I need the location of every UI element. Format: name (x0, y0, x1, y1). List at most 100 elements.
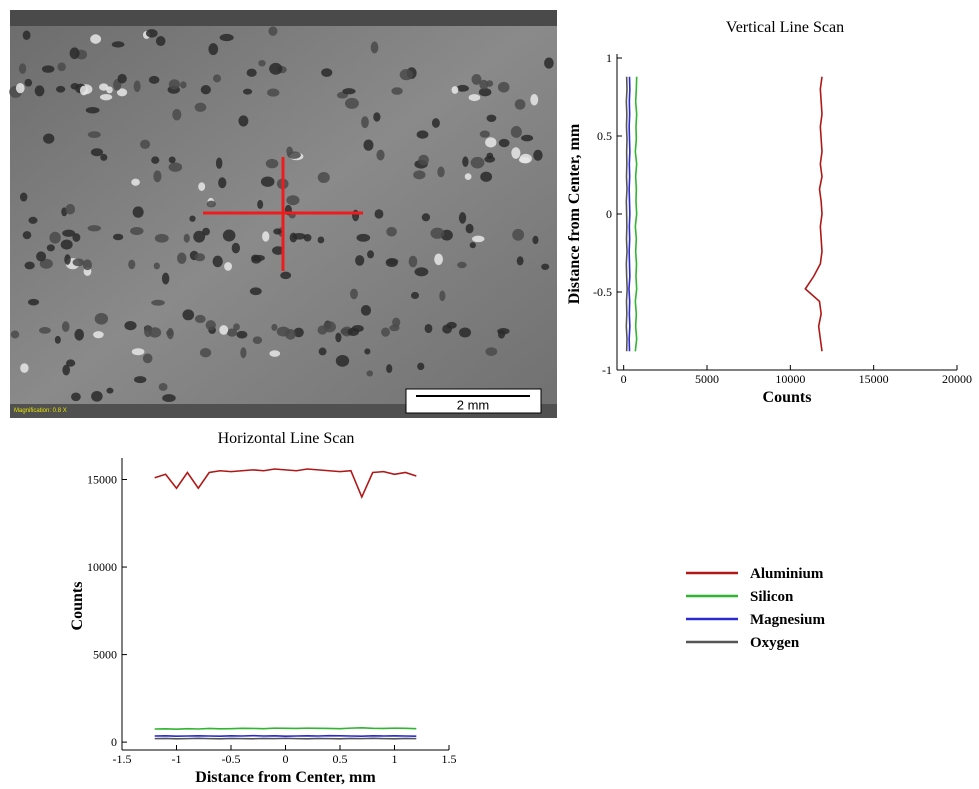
grain (57, 62, 66, 72)
grain (90, 148, 104, 157)
sample-edge (10, 10, 557, 26)
series-line (154, 726, 417, 730)
grain (373, 112, 381, 122)
grain (381, 327, 390, 337)
grain (43, 133, 55, 144)
grain (20, 363, 29, 373)
grain (318, 347, 327, 356)
grain (269, 62, 283, 75)
x-tick-label: -1 (172, 752, 182, 766)
grain (269, 350, 281, 357)
grain (208, 43, 219, 56)
grain (459, 327, 472, 338)
x-axis-label: Distance from Center, mm (195, 769, 376, 786)
grain (512, 228, 525, 241)
grain (367, 250, 374, 259)
grain (222, 229, 236, 242)
grain (168, 156, 176, 164)
scale-bar-label: 2 mm (457, 397, 490, 412)
grain (355, 255, 365, 266)
grain (470, 156, 485, 169)
y-tick-label: 5000 (93, 648, 117, 662)
scale-bar-box (405, 388, 542, 414)
grain (139, 139, 151, 149)
grain (94, 312, 109, 325)
x-axis-label: Counts (763, 389, 812, 406)
grain (65, 359, 76, 367)
legend-label: Oxygen (750, 635, 800, 651)
x-tick-label: 10000 (775, 372, 805, 386)
grain (153, 262, 160, 270)
grain (172, 108, 182, 121)
grain (458, 212, 467, 224)
grain (344, 97, 359, 109)
grain (271, 323, 278, 331)
grain (90, 34, 102, 44)
grain (287, 151, 301, 159)
grain (262, 231, 270, 242)
grain (285, 329, 296, 340)
grain (24, 78, 33, 87)
grain (151, 156, 160, 164)
grain (258, 59, 266, 67)
grain (131, 178, 140, 186)
grain (408, 255, 418, 268)
grain (267, 88, 280, 97)
grain (148, 327, 162, 338)
grain (293, 327, 304, 338)
grain (183, 233, 190, 243)
grain (28, 216, 38, 224)
grain (180, 81, 187, 89)
grain (22, 231, 32, 240)
grain (456, 84, 469, 92)
grain (166, 329, 174, 336)
grain (49, 231, 61, 244)
grain (350, 288, 358, 300)
grain (112, 233, 124, 241)
grain (446, 321, 457, 329)
series-line (154, 468, 417, 500)
grain (541, 263, 550, 270)
grain (257, 199, 264, 209)
grain (421, 213, 431, 222)
grain (434, 253, 443, 266)
grain (521, 134, 534, 142)
grain (347, 327, 360, 336)
grain (10, 330, 20, 339)
grain (251, 255, 262, 264)
grain (430, 227, 445, 239)
grain (544, 57, 554, 69)
grain (462, 156, 469, 167)
grain (498, 138, 510, 148)
grain (154, 233, 169, 243)
grain (142, 353, 153, 364)
grain (260, 176, 275, 187)
grain (71, 392, 81, 402)
grain (352, 209, 360, 222)
grain (238, 115, 249, 127)
grain (364, 348, 371, 355)
grain (485, 347, 498, 356)
x-tick-label: 5000 (695, 372, 719, 386)
grain (519, 153, 532, 164)
grain (93, 331, 104, 339)
grain (213, 74, 222, 83)
grain (366, 370, 374, 377)
grain (69, 47, 80, 60)
grain (151, 299, 165, 306)
grain (465, 223, 474, 234)
grain (132, 206, 144, 218)
grain (145, 29, 158, 38)
grain (233, 323, 240, 331)
grain (451, 86, 459, 94)
grain (335, 332, 342, 343)
grain (85, 106, 100, 114)
grain (468, 94, 481, 102)
grain (106, 387, 114, 394)
grain (54, 335, 61, 344)
grain (252, 336, 263, 345)
grain (100, 153, 108, 161)
grain (72, 258, 85, 267)
grain (182, 309, 195, 321)
